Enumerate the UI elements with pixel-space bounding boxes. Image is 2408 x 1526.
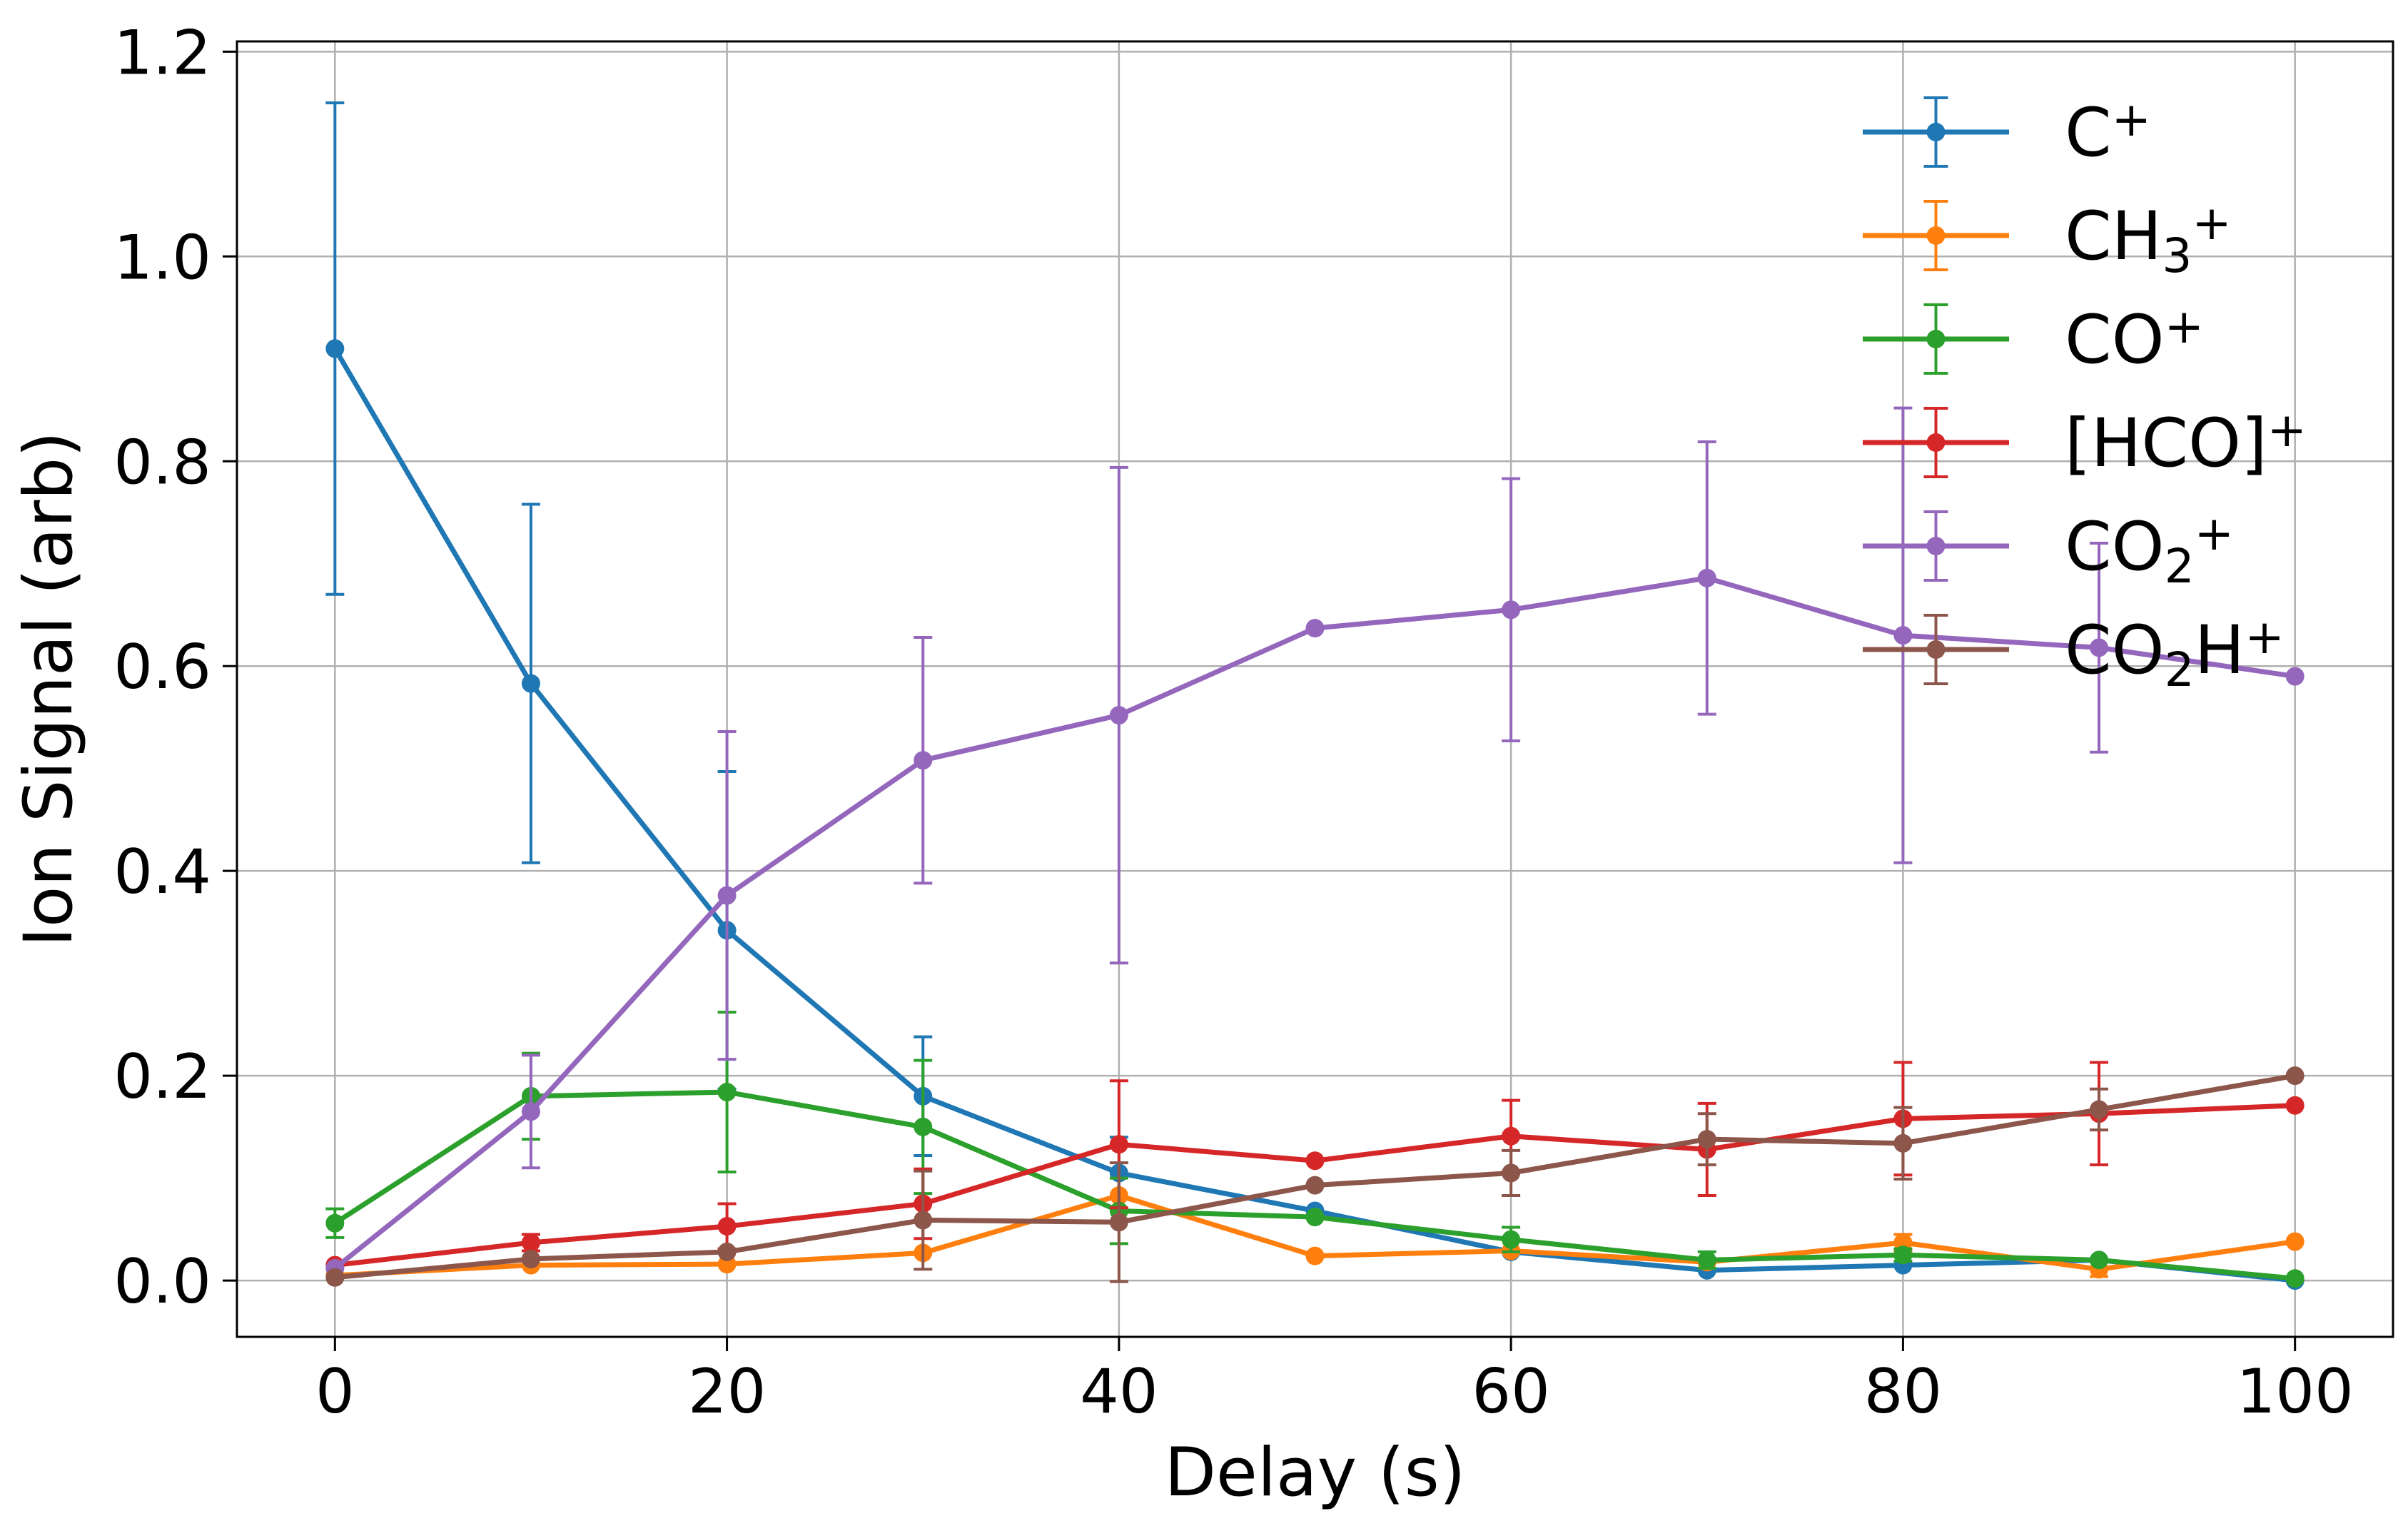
data-point xyxy=(717,1217,737,1236)
y-tick-label: 0.6 xyxy=(113,632,211,703)
data-point xyxy=(717,886,737,905)
data-point xyxy=(1502,1230,1521,1249)
series-3 xyxy=(325,1061,2305,1275)
x-axis-ticks: 0 20 40 60 80 100 xyxy=(315,1337,2354,1428)
data-point xyxy=(1305,619,1325,638)
data-point xyxy=(521,674,540,693)
series-5 xyxy=(325,1066,2305,1287)
data-point xyxy=(1502,1126,1521,1146)
legend-marker xyxy=(1926,330,1946,348)
y-tick-label: 0.2 xyxy=(113,1041,211,1113)
data-point xyxy=(2285,1269,2305,1288)
data-point xyxy=(1697,568,1716,587)
legend-entry: CO+ xyxy=(1863,299,2204,379)
data-point xyxy=(325,1268,345,1287)
data-point xyxy=(1502,600,1521,620)
data-point xyxy=(1502,1163,1521,1183)
data-point xyxy=(1697,1250,1716,1270)
data-point xyxy=(1109,706,1128,725)
legend-marker xyxy=(1926,226,1946,245)
data-point xyxy=(521,1249,540,1268)
y-tick-label: 0.8 xyxy=(113,427,211,498)
legend-entry: [HCO]+ xyxy=(1863,403,2307,482)
series-4 xyxy=(325,406,2305,1278)
y-axis-label: Ion Signal (arb) xyxy=(10,431,88,947)
legend-marker xyxy=(1926,433,1946,452)
y-tick-label: 1.0 xyxy=(113,222,211,293)
data-point xyxy=(1305,1246,1325,1265)
data-point xyxy=(521,1233,540,1252)
y-tick-label: 0.0 xyxy=(113,1246,211,1318)
data-point xyxy=(1305,1176,1325,1195)
data-point xyxy=(2285,1096,2305,1115)
y-tick-label: 1.2 xyxy=(113,17,211,89)
legend-marker xyxy=(1926,640,1946,659)
plot-frame xyxy=(236,40,2394,1338)
legend-label: CO2+ xyxy=(2065,506,2234,594)
data-point xyxy=(2090,638,2109,657)
legend: C+CH3+CO+[HCO]+CO2+CO2H+ xyxy=(1863,92,2307,697)
legend-label: [HCO]+ xyxy=(2065,403,2307,482)
data-point xyxy=(1893,1133,1913,1153)
data-point xyxy=(2285,1066,2305,1086)
data-point xyxy=(2090,1100,2109,1119)
data-point xyxy=(717,1242,737,1261)
data-point xyxy=(521,1102,540,1121)
x-tick-label: 40 xyxy=(1080,1356,1158,1428)
legend-entry: CO2+ xyxy=(1863,506,2234,594)
x-tick-label: 100 xyxy=(2237,1356,2354,1428)
data-point xyxy=(1697,1130,1716,1149)
data-point xyxy=(325,1213,345,1233)
data-point xyxy=(2285,667,2305,686)
x-tick-label: 20 xyxy=(688,1356,766,1428)
data-series xyxy=(325,101,2305,1290)
data-point xyxy=(1893,1245,1913,1265)
data-point xyxy=(2285,1232,2305,1251)
x-axis-label: Delay (s) xyxy=(1165,1434,1466,1512)
data-point xyxy=(914,1117,933,1136)
y-axis-ticks: 0.0 0.2 0.4 0.6 0.8 1.0 1.2 xyxy=(113,17,237,1318)
legend-marker xyxy=(1926,123,1946,141)
data-point xyxy=(1893,626,1913,645)
data-point xyxy=(2090,1250,2109,1270)
legend-marker xyxy=(1926,537,1946,555)
x-tick-label: 0 xyxy=(315,1356,355,1428)
data-point xyxy=(1305,1208,1325,1227)
data-point xyxy=(914,751,933,770)
data-point xyxy=(1109,1135,1128,1154)
data-point xyxy=(1305,1151,1325,1171)
data-point xyxy=(325,339,345,358)
data-point xyxy=(717,1083,737,1102)
x-tick-label: 80 xyxy=(1864,1356,1942,1428)
x-tick-label: 60 xyxy=(1472,1356,1549,1428)
data-point xyxy=(914,1211,933,1230)
data-point xyxy=(1109,1213,1128,1232)
y-tick-label: 0.4 xyxy=(113,837,211,908)
